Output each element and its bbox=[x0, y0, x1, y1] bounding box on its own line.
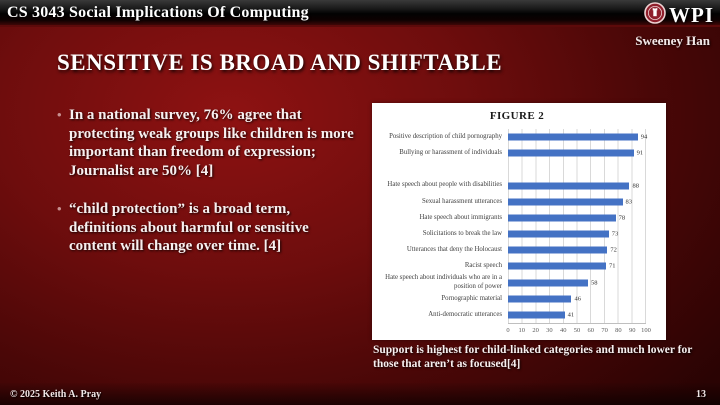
chart-row: Positive description of child pornograph… bbox=[376, 129, 658, 145]
chart-bar-value: 71 bbox=[608, 262, 616, 270]
chart-bar-track: 41 bbox=[508, 307, 646, 323]
chart-bar-value: 41 bbox=[567, 311, 575, 319]
chart-category-label: Solicitations to break the law bbox=[422, 229, 502, 237]
chart-category-label: Hate speech about individuals who are in… bbox=[385, 274, 502, 290]
page-title: SENSITIVE IS BROAD AND SHIFTABLE bbox=[57, 50, 503, 75]
chart-bar-value: 46 bbox=[574, 295, 581, 303]
x-axis-tick-label: 70 bbox=[601, 327, 608, 334]
bullet-dot-icon: • bbox=[57, 107, 62, 122]
chart-gridlines bbox=[508, 129, 646, 323]
chart-bar-value: 83 bbox=[625, 198, 633, 206]
chart-bar bbox=[508, 182, 630, 190]
chart-row: Utterances that deny the Holocaust 72 bbox=[376, 242, 658, 258]
x-axis-tick-label: 0 bbox=[506, 327, 510, 334]
chart-category-label: Hate speech about immigrants bbox=[419, 213, 502, 221]
chart-category-label: Bullying or harassment of individuals bbox=[399, 149, 502, 157]
chart-rows: Positive description of child pornograph… bbox=[376, 129, 658, 323]
x-axis-tick-label: 90 bbox=[628, 327, 636, 334]
author-name: Sweeney Han bbox=[635, 33, 710, 48]
header-bar: CS 3043 Social Implications Of Computing… bbox=[0, 0, 720, 27]
chart-bar bbox=[508, 230, 609, 238]
chart-plot-area: Positive description of child pornograph… bbox=[376, 129, 658, 323]
x-axis-tick-label: 20 bbox=[532, 327, 539, 334]
chart-caption: Support is highest for child-linked cate… bbox=[373, 344, 693, 370]
wpi-logo-text: WPI bbox=[669, 3, 714, 27]
chart-bar-track: 83 bbox=[508, 194, 646, 210]
chart-bar-track: 72 bbox=[508, 242, 646, 258]
chart-row bbox=[376, 161, 658, 177]
chart-bar-track: 71 bbox=[508, 258, 646, 274]
x-axis-tick-label: 50 bbox=[573, 327, 581, 334]
bullet-dot-icon: • bbox=[57, 201, 62, 216]
chart-bar-value: 58 bbox=[591, 279, 598, 287]
chart-bar bbox=[508, 311, 565, 319]
chart-bar bbox=[508, 198, 623, 206]
chart-row: Solicitations to break the law 73 bbox=[376, 226, 658, 242]
chart-bar-value: 78 bbox=[618, 214, 626, 222]
chart-bar-value: 88 bbox=[632, 182, 639, 190]
chart-category-label: Pornographic material bbox=[441, 294, 502, 302]
chart-category-label: Hate speech about people with disabiliti… bbox=[387, 181, 502, 189]
footer-band bbox=[0, 383, 720, 405]
chart-bar bbox=[508, 279, 589, 287]
chart-bar-value: 91 bbox=[636, 149, 644, 157]
chart-row: Bullying or harassment of individuals 91 bbox=[376, 145, 658, 161]
chart-bar-track: 73 bbox=[508, 226, 646, 242]
figure-2-chart: FIGURE 2 Positive description of child p… bbox=[372, 103, 666, 340]
wpi-logo: WPI bbox=[644, 2, 714, 29]
chart-row: Sexual harassment utterances 83 bbox=[376, 194, 658, 210]
wpi-seal-icon bbox=[644, 2, 666, 29]
chart-category-label: Anti-democratic utterances bbox=[428, 310, 502, 318]
chart-bar bbox=[508, 214, 616, 222]
chart-bar bbox=[508, 133, 638, 141]
bullet-text: In a national survey, 76% agree that pro… bbox=[69, 107, 354, 179]
course-title: CS 3043 Social Implications Of Computing bbox=[7, 3, 309, 21]
chart-category-label: Racist speech bbox=[464, 262, 502, 270]
chart-row: Hate speech about people with disabiliti… bbox=[376, 177, 658, 193]
chart-bar-value: 94 bbox=[640, 133, 648, 141]
x-axis-tick-label: 60 bbox=[587, 327, 595, 334]
chart-row: Pornographic material 46 bbox=[376, 291, 658, 307]
chart-bar-track: 88 bbox=[508, 177, 646, 193]
chart-row: Hate speech about individuals who are in… bbox=[376, 274, 658, 290]
footer-copyright: © 2025 Keith A. Pray bbox=[10, 389, 102, 400]
chart-bar-track: 78 bbox=[508, 210, 646, 226]
chart-bar-track: 46 bbox=[508, 291, 646, 307]
x-axis-tick-label: 30 bbox=[546, 327, 553, 334]
bullet-text: “child protection” is a broad term, defi… bbox=[69, 201, 309, 254]
chart-bar-track: 91 bbox=[508, 145, 646, 161]
page-number: 13 bbox=[696, 389, 706, 400]
chart-title: FIGURE 2 bbox=[489, 110, 545, 122]
bullet-item: • In a national survey, 76% agree that p… bbox=[55, 106, 355, 180]
chart-bar-track: 94 bbox=[508, 129, 648, 145]
chart-row: Anti-democratic utterances 41 bbox=[376, 307, 658, 323]
x-axis-tick-label: 10 bbox=[518, 327, 526, 334]
bullet-item: • “child protection” is a broad term, de… bbox=[55, 200, 355, 256]
chart-category-label: Positive description of child pornograph… bbox=[389, 133, 502, 140]
x-axis-tick-label: 100 bbox=[641, 327, 651, 334]
x-axis-tick-label: 80 bbox=[615, 327, 622, 334]
bullet-list: • In a national survey, 76% agree that p… bbox=[55, 106, 355, 276]
chart-bar bbox=[508, 246, 608, 254]
chart-bar bbox=[508, 262, 606, 270]
chart-bar-value: 72 bbox=[610, 246, 617, 254]
chart-bar-value: 73 bbox=[611, 230, 619, 238]
chart-bar bbox=[508, 295, 572, 303]
chart-category-label: Utterances that deny the Holocaust bbox=[406, 246, 502, 254]
chart-bar-track: 58 bbox=[508, 274, 646, 290]
chart-row: Racist speech 71 bbox=[376, 258, 658, 274]
x-axis-tick-label: 40 bbox=[559, 327, 567, 334]
chart-bar-track bbox=[508, 161, 646, 177]
chart-x-axis: 0 10 20 30 40 50 60 70 80 90 100 bbox=[506, 323, 651, 336]
chart-category-label: Sexual harassment utterances bbox=[421, 197, 502, 205]
chart-bar bbox=[508, 149, 634, 157]
chart-row: Hate speech about immigrants 78 bbox=[376, 210, 658, 226]
